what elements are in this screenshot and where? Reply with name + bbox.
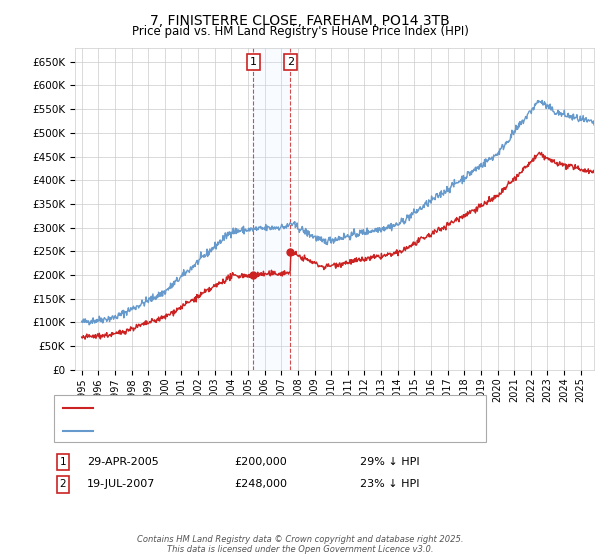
Text: 29-APR-2005: 29-APR-2005 — [87, 457, 159, 467]
Text: HPI: Average price, detached house, Fareham: HPI: Average price, detached house, Fare… — [99, 426, 337, 436]
Text: 23% ↓ HPI: 23% ↓ HPI — [360, 479, 419, 489]
Text: 1: 1 — [250, 57, 257, 67]
Text: £248,000: £248,000 — [234, 479, 287, 489]
Text: 29% ↓ HPI: 29% ↓ HPI — [360, 457, 419, 467]
Text: Price paid vs. HM Land Registry's House Price Index (HPI): Price paid vs. HM Land Registry's House … — [131, 25, 469, 38]
Text: 7, FINISTERRE CLOSE, FAREHAM, PO14 3TB (detached house): 7, FINISTERRE CLOSE, FAREHAM, PO14 3TB (… — [99, 403, 418, 413]
Text: 19-JUL-2007: 19-JUL-2007 — [87, 479, 155, 489]
Text: 2: 2 — [59, 479, 67, 489]
Text: Contains HM Land Registry data © Crown copyright and database right 2025.
This d: Contains HM Land Registry data © Crown c… — [137, 535, 463, 554]
Text: 2: 2 — [287, 57, 294, 67]
Text: 7, FINISTERRE CLOSE, FAREHAM, PO14 3TB: 7, FINISTERRE CLOSE, FAREHAM, PO14 3TB — [150, 14, 450, 28]
Text: 1: 1 — [59, 457, 67, 467]
Bar — [253, 48, 290, 370]
Text: £200,000: £200,000 — [234, 457, 287, 467]
